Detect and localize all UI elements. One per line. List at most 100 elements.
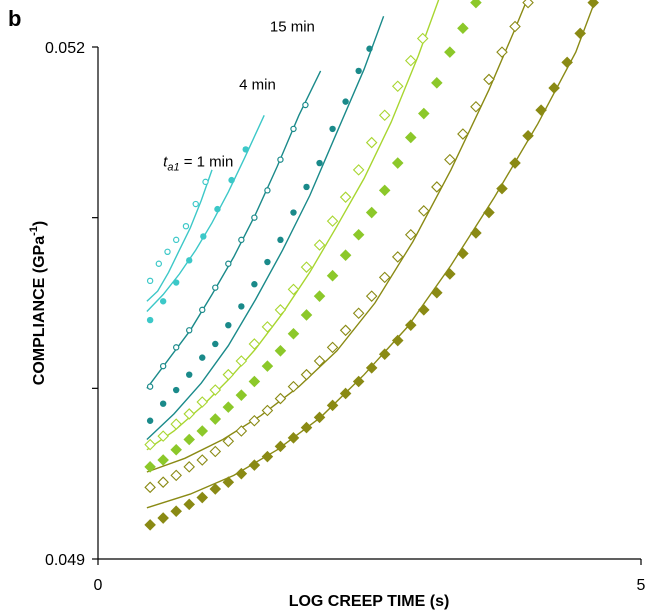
point-2-6-h-8 [248, 338, 261, 350]
point-2-6-h-18 [378, 109, 391, 122]
point-8-h-16 [352, 228, 365, 241]
point-4-min-6 [228, 176, 235, 184]
point-15-min-12 [302, 101, 309, 109]
series-label-text: = 1 min [180, 153, 234, 170]
point-1-min-3 [172, 236, 180, 244]
point-3-4-h-16 [355, 67, 362, 75]
y-axis-title: COMPLIANCE (GPa-1) [28, 221, 48, 385]
point-3-4-h-4 [199, 354, 206, 361]
point-8-h-20 [404, 131, 417, 144]
point-80-h-30 [535, 104, 547, 116]
point-8-h-15 [339, 249, 352, 261]
point-2-6-h-7 [235, 355, 248, 367]
point-3-4-h-1 [159, 400, 167, 407]
point-8-h-10 [274, 345, 287, 357]
point-2-6-h-1 [157, 430, 169, 442]
point-3-4-h-0 [146, 417, 154, 424]
point-80-h-29 [522, 129, 534, 142]
point-26-h-3 [183, 461, 196, 473]
fit-lines [146, 0, 597, 509]
point-80-h-19 [391, 334, 404, 347]
point-80-h-7 [235, 467, 248, 480]
point-80-h-17 [365, 362, 378, 374]
point-2-6-h-12 [300, 261, 313, 273]
point-80-h-18 [378, 348, 391, 360]
series-label-symbol: t [163, 153, 168, 170]
point-80-h-2 [170, 505, 182, 517]
point-8-h-13 [313, 290, 326, 302]
point-80-h-3 [183, 498, 196, 511]
point-2-6-h-13 [313, 239, 326, 251]
point-8-h-12 [300, 309, 313, 321]
point-80-h-0 [144, 519, 156, 531]
y-axis-title-suffix: ) [31, 221, 48, 226]
point-8-h-23 [444, 46, 456, 58]
point-26-h-26 [483, 73, 495, 86]
point-8-h-24 [457, 22, 469, 35]
point-15-min-9 [264, 187, 271, 194]
y-tick-label-bottom: 0.049 [45, 552, 85, 569]
y-tick-label-top: 0.052 [45, 40, 85, 57]
data-markers [144, 0, 599, 531]
axes [97, 47, 641, 560]
point-26-h-22 [431, 181, 443, 193]
point-80-h-32 [561, 56, 573, 69]
point-80-h-11 [287, 432, 300, 444]
point-26-h-16 [352, 307, 365, 320]
point-26-h-18 [378, 271, 391, 284]
point-26-h-28 [509, 20, 521, 33]
fit-line-4-min [146, 115, 265, 312]
point-80-h-25 [470, 227, 482, 239]
point-26-h-4 [196, 454, 209, 466]
point-15-min-11 [290, 125, 297, 133]
point-8-h-4 [196, 425, 209, 437]
point-8-h-1 [157, 454, 169, 466]
point-2-6-h-2 [170, 418, 182, 430]
point-3-4-h-12 [303, 183, 310, 191]
point-80-h-1 [157, 512, 169, 524]
point-80-h-6 [222, 476, 235, 488]
point-26-h-25 [470, 100, 482, 113]
point-26-h-27 [496, 46, 508, 58]
point-3-4-h-6 [225, 321, 232, 329]
point-26-h-13 [313, 355, 326, 367]
point-4-min-1 [159, 298, 167, 305]
point-15-min-2 [172, 344, 180, 351]
point-8-h-17 [365, 206, 378, 219]
point-26-h-24 [457, 128, 469, 140]
point-2-6-h-19 [391, 80, 404, 93]
point-2-6-h-10 [274, 304, 287, 316]
point-1-min-0 [146, 277, 154, 285]
point-15-min-7 [238, 236, 245, 244]
point-80-h-28 [509, 157, 521, 169]
y-axis-title-sup: -1 [28, 226, 40, 236]
point-3-4-h-17 [366, 45, 373, 52]
point-3-4-h-10 [277, 236, 284, 244]
point-26-h-14 [326, 341, 339, 354]
point-80-h-13 [313, 411, 326, 424]
point-26-h-1 [157, 476, 169, 488]
point-2-6-h-3 [183, 408, 196, 420]
point-26-h-11 [287, 380, 300, 393]
point-3-4-h-8 [251, 281, 258, 288]
fit-line-2-6-h [146, 0, 440, 451]
point-2-6-h-14 [326, 215, 339, 227]
point-80-h-12 [300, 421, 313, 434]
point-15-min-1 [159, 362, 167, 370]
point-80-h-27 [496, 182, 508, 195]
point-8-h-22 [431, 77, 443, 89]
point-1-min-4 [182, 222, 190, 230]
point-3-4-h-15 [342, 98, 349, 105]
point-2-6-h-20 [404, 54, 417, 67]
point-80-h-26 [483, 206, 495, 219]
point-3-4-h-9 [264, 258, 271, 266]
point-8-h-11 [287, 327, 300, 340]
point-26-h-15 [339, 324, 352, 337]
point-80-h-5 [209, 483, 222, 495]
point-1-min-5 [192, 200, 199, 208]
series-label-4-min: 4 min [239, 77, 276, 94]
point-2-6-h-0 [144, 438, 156, 451]
x-tick-label-left: 0 [94, 577, 103, 594]
point-26-h-29 [522, 0, 534, 9]
